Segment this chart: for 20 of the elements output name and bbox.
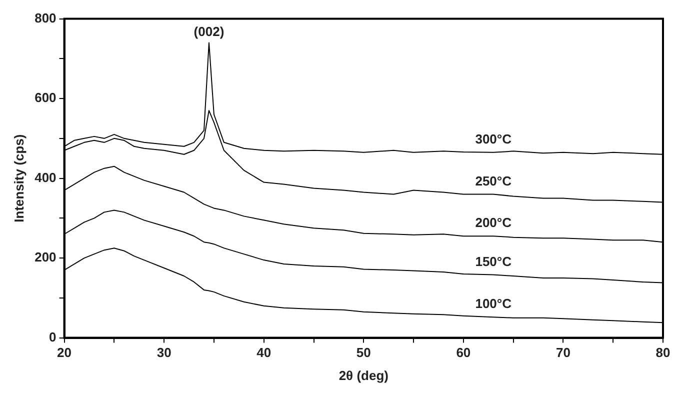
x-tick-label: 40 <box>256 345 272 360</box>
series-label: 250°C <box>475 173 512 188</box>
series-label: 300°C <box>475 131 512 146</box>
y-tick-label: 800 <box>34 10 56 26</box>
y-tick-label: 0 <box>49 329 56 344</box>
x-tick-label: 60 <box>456 345 471 360</box>
x-tick-label: 50 <box>356 345 371 360</box>
x-tick-label: 30 <box>156 345 172 360</box>
y-tick-label: 400 <box>34 170 56 185</box>
series-label: 150°C <box>475 254 512 269</box>
x-tick-label: 20 <box>57 345 72 360</box>
y-axis-title: Intensity (cps) <box>11 134 26 222</box>
y-tick-label: 200 <box>34 250 56 265</box>
annotation: (002) <box>194 24 224 39</box>
x-tick-label: 70 <box>556 345 570 360</box>
x-axis-title: 2θ (deg) <box>338 368 388 383</box>
y-tick-label: 600 <box>34 90 56 106</box>
x-tick-label: 80 <box>656 345 670 360</box>
series-label: 200°C <box>475 215 512 230</box>
series-label: 100°C <box>475 296 512 312</box>
